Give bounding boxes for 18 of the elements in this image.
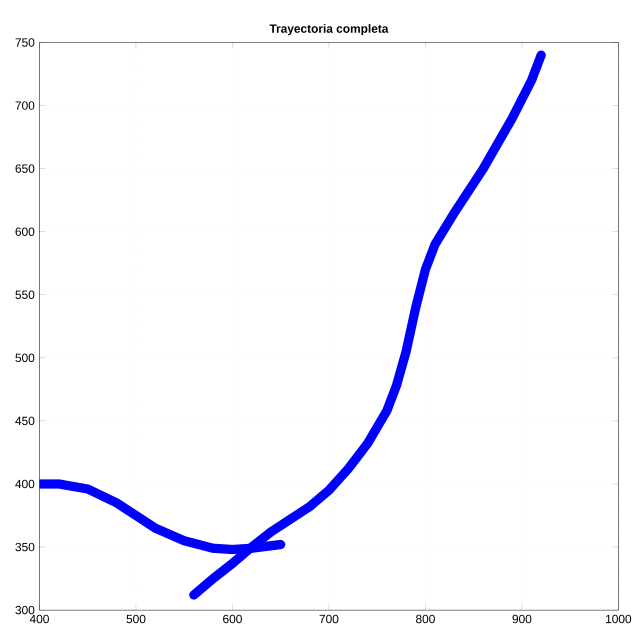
y-tick-label: 350 xyxy=(15,542,34,552)
y-tick-label: 300 xyxy=(15,606,34,614)
chart-title: Trayectoria completa xyxy=(270,24,388,36)
x-tick-label: 600 xyxy=(223,614,242,624)
x-tick-label: 1000 xyxy=(606,614,632,624)
x-tick-label: 800 xyxy=(416,614,435,624)
y-tick-label: 450 xyxy=(15,416,34,426)
y-tick-label: 650 xyxy=(16,164,34,173)
y-tick-label: 700 xyxy=(16,102,34,110)
y-tick-label: 550 xyxy=(15,290,34,300)
x-tick-label: 700 xyxy=(320,614,338,624)
y-tick-label: 400 xyxy=(15,480,34,488)
x-tick-label: 900 xyxy=(512,614,532,624)
y-tick-label: 500 xyxy=(15,354,34,362)
y-tick-label: 600 xyxy=(16,228,34,236)
x-tick-label: 400 xyxy=(30,614,49,624)
x-tick-label: 500 xyxy=(126,614,146,624)
y-tick-label: 750 xyxy=(16,38,34,47)
